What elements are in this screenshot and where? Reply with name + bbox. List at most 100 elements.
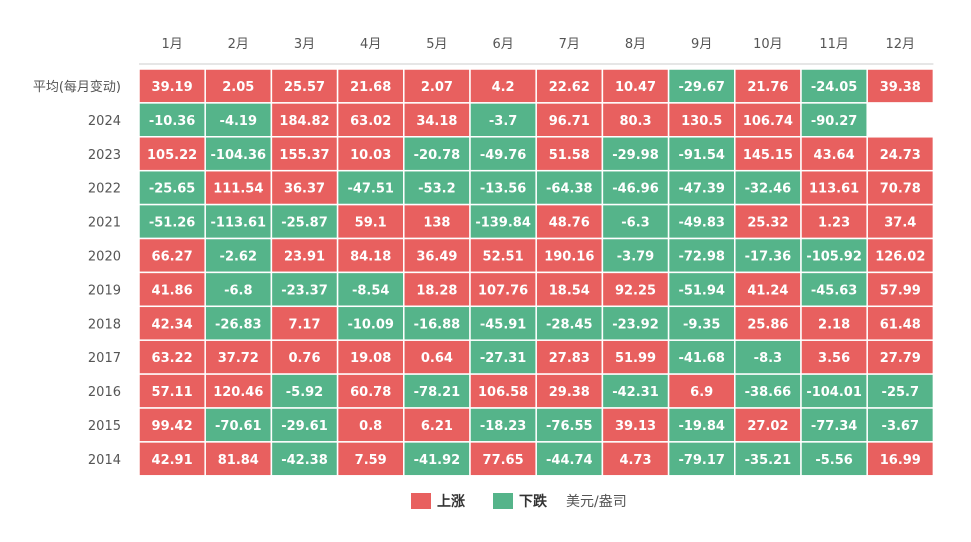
heatmap-cell[interactable] (734, 441, 802, 477)
heatmap-cell[interactable] (667, 407, 736, 443)
heatmap-cell[interactable] (667, 68, 736, 104)
heatmap-cell[interactable] (866, 373, 935, 409)
heatmap-cell[interactable] (667, 373, 736, 409)
heatmap-cell[interactable] (403, 203, 471, 240)
heatmap-cell[interactable] (601, 237, 670, 274)
heatmap-cell[interactable] (138, 136, 206, 172)
cell-value-label: 39.13 (615, 419, 656, 434)
heatmap-cell[interactable] (138, 441, 206, 477)
heatmap-cell[interactable] (800, 407, 868, 443)
cell-value-label: 66.27 (152, 249, 193, 264)
heatmap-cell[interactable] (601, 203, 670, 240)
heatmap-cell[interactable] (535, 136, 604, 172)
heatmap-cell[interactable] (270, 271, 339, 308)
heatmap-cell[interactable] (866, 441, 935, 477)
cell-value-label: -25.87 (281, 216, 328, 231)
cell-value-label: -91.54 (678, 148, 725, 163)
legend-up-label[interactable]: 上涨 (437, 494, 465, 510)
heatmap-cell[interactable] (403, 339, 471, 375)
heatmap-cell[interactable] (138, 169, 206, 206)
legend-down-label[interactable]: 下跌 (519, 494, 548, 510)
heatmap-cell[interactable] (403, 373, 471, 409)
heatmap-cell[interactable] (204, 102, 273, 138)
heatmap-cell[interactable] (866, 305, 935, 341)
heatmap-cell[interactable] (270, 102, 339, 138)
heatmap-cell[interactable] (138, 203, 206, 240)
cell-value-label: 25.32 (747, 216, 788, 231)
heatmap-cell[interactable] (204, 271, 273, 308)
heatmap-cell[interactable] (270, 136, 339, 172)
heatmap-cell[interactable] (336, 136, 405, 172)
heatmap-cell[interactable] (800, 305, 868, 341)
heatmap-cell[interactable] (866, 203, 935, 240)
heatmap-cell[interactable] (138, 102, 206, 138)
heatmap-cell[interactable] (866, 407, 935, 443)
cell-value-label: -41.92 (414, 453, 461, 468)
cell-value-label: -46.96 (612, 182, 659, 197)
heatmap-cell[interactable] (800, 441, 868, 477)
cell-value-label: -16.88 (414, 317, 461, 332)
heatmap-cell[interactable] (204, 68, 273, 104)
heatmap-cell[interactable] (336, 373, 405, 409)
heatmap-cell[interactable] (866, 237, 935, 274)
heatmap-cell[interactable] (270, 237, 339, 274)
heatmap-cell[interactable] (734, 68, 802, 104)
heatmap-cell[interactable] (469, 271, 537, 308)
heatmap-cell[interactable] (469, 441, 537, 477)
heatmap-cell[interactable] (469, 203, 537, 240)
heatmap-cell[interactable] (138, 373, 206, 409)
cell-value-label: -5.56 (815, 453, 852, 468)
cell-value-label: -104.36 (211, 148, 267, 163)
cell-value-label: 51.58 (549, 148, 590, 163)
heatmap-cell[interactable] (336, 237, 405, 274)
cell-value-label: 42.91 (152, 453, 193, 468)
heatmap-cell[interactable] (734, 237, 802, 274)
heatmap-cell[interactable] (469, 305, 537, 341)
heatmap-cell[interactable] (270, 441, 339, 477)
heatmap-cell[interactable] (469, 102, 537, 138)
heatmap-cell[interactable] (204, 339, 273, 375)
heatmap-cell[interactable] (667, 441, 736, 477)
cell-value-label: 107.76 (478, 283, 528, 298)
heatmap-cell[interactable] (469, 136, 537, 172)
heatmap-cell[interactable] (204, 169, 273, 206)
heatmap-cell[interactable] (601, 339, 670, 375)
cell-value-label: 36.49 (416, 249, 457, 264)
cell-value-label: 21.76 (747, 80, 788, 95)
cell-value-label: -23.92 (612, 317, 659, 332)
heatmap-cell[interactable] (866, 68, 935, 104)
heatmap-cell[interactable] (667, 237, 736, 274)
cell-value-label: -105.92 (806, 249, 862, 264)
column-header: 7月 (559, 37, 580, 52)
heatmap-cell[interactable] (667, 271, 736, 308)
cell-value-label: 106.74 (743, 114, 793, 129)
heatmap-cell[interactable] (204, 441, 273, 477)
heatmap-cell[interactable] (336, 271, 405, 308)
heatmap-cell[interactable] (667, 203, 736, 240)
legend-up-swatch[interactable] (411, 493, 431, 509)
heatmap-cell[interactable] (204, 407, 273, 443)
heatmap-cell[interactable] (336, 203, 405, 240)
heatmap-cell[interactable] (734, 373, 802, 409)
heatmap-cell[interactable] (270, 169, 339, 206)
heatmap-cell[interactable] (800, 136, 868, 172)
heatmap-cell[interactable] (336, 441, 405, 477)
cell-value-label: -64.38 (546, 182, 593, 197)
heatmap-cell[interactable] (535, 237, 604, 274)
heatmap-cell[interactable] (204, 373, 273, 409)
heatmap-cell[interactable] (270, 339, 339, 375)
cell-value-label: 57.99 (880, 283, 921, 298)
heatmap-cell[interactable] (866, 339, 935, 375)
heatmap-cell[interactable] (601, 407, 670, 443)
heatmap-cell[interactable] (403, 136, 471, 172)
heatmap-cell[interactable] (403, 407, 471, 443)
heatmap-cell[interactable] (800, 68, 868, 104)
heatmap-cell[interactable] (800, 339, 868, 375)
heatmap-cell[interactable] (270, 407, 339, 443)
heatmap-cell[interactable] (667, 136, 736, 172)
heatmap-cell[interactable] (535, 102, 604, 138)
row-label: 2018 (88, 317, 121, 332)
legend-down-swatch[interactable] (493, 493, 513, 509)
column-header: 11月 (819, 37, 849, 52)
heatmap-cell[interactable] (535, 441, 604, 477)
